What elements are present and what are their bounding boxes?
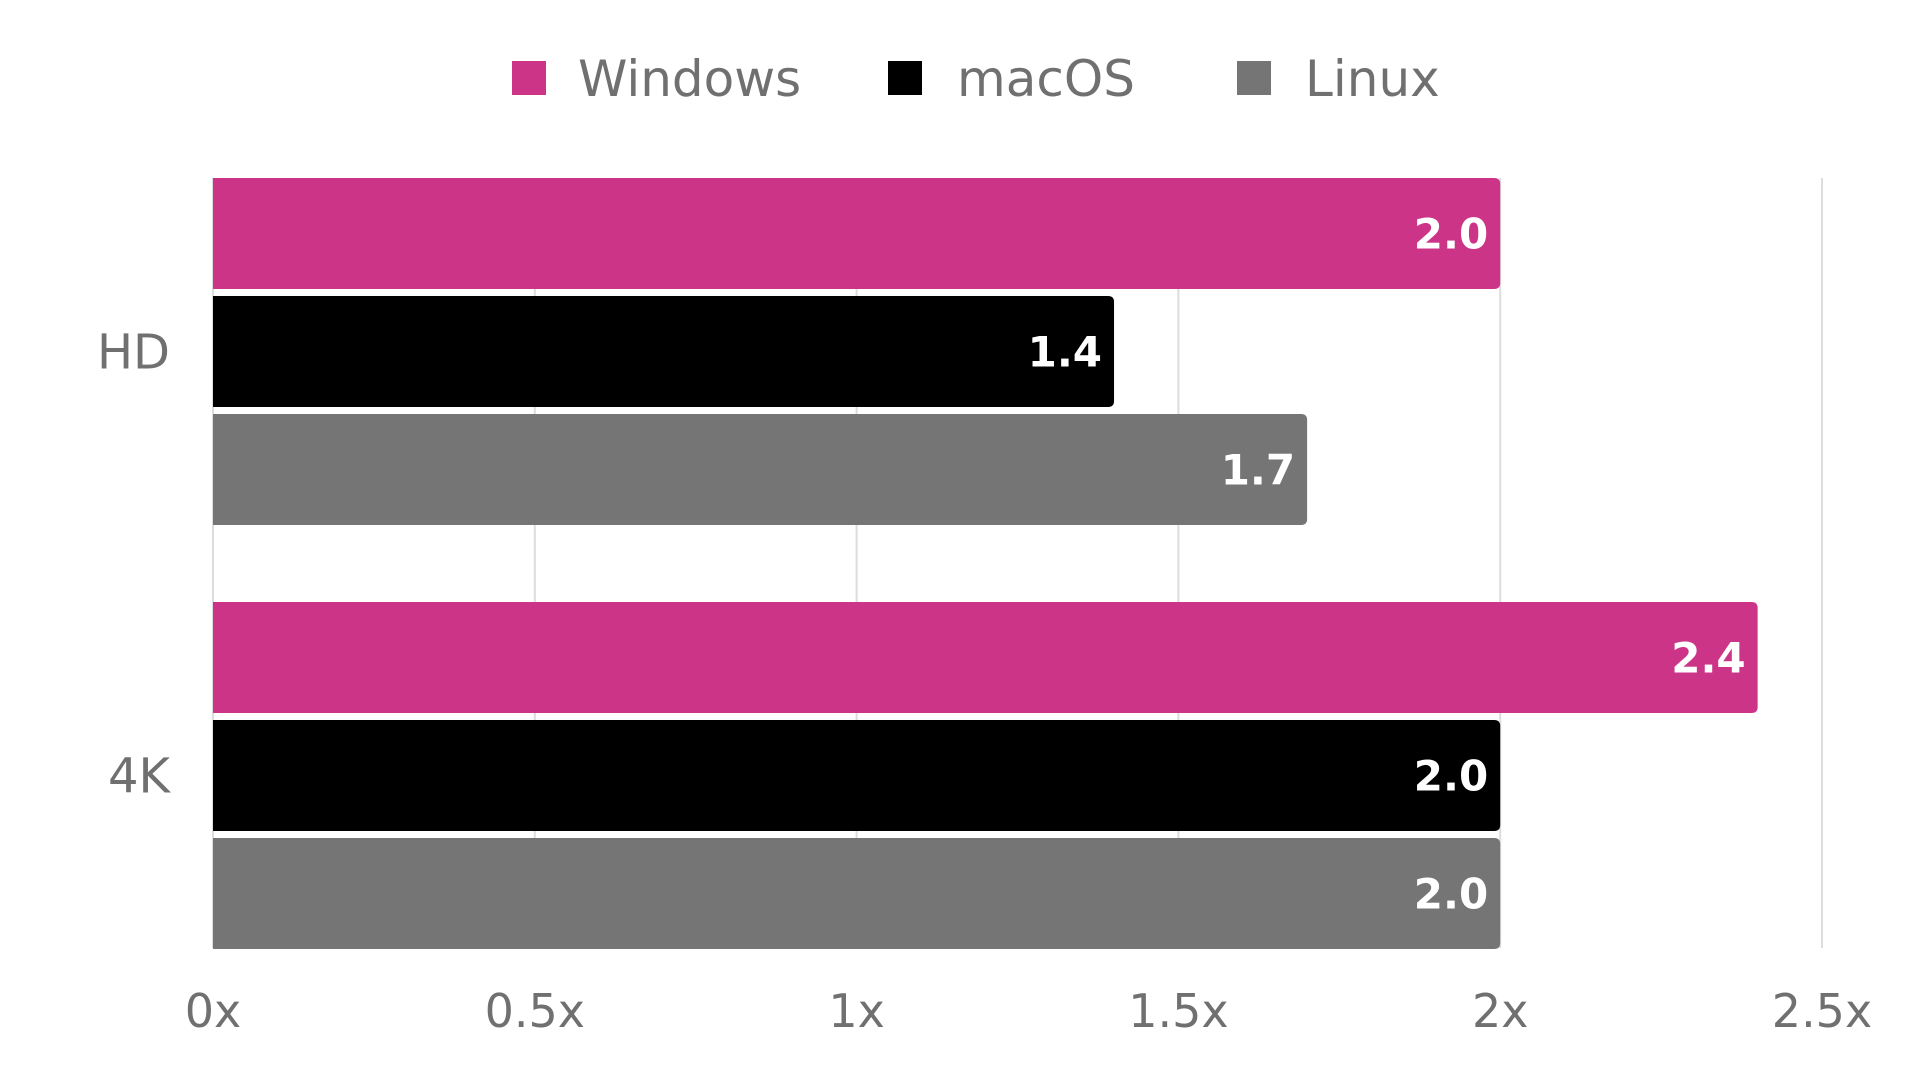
- legend-swatch: [512, 61, 546, 95]
- x-tick-label: 2x: [1472, 984, 1529, 1038]
- x-tick-label: 0.5x: [485, 984, 585, 1038]
- bar-macos-4k: [213, 720, 1501, 831]
- category-label: 4K: [108, 749, 172, 805]
- legend-swatch: [888, 61, 922, 95]
- bar-windows-hd: [213, 178, 1501, 289]
- bar-macos-hd: [213, 296, 1115, 407]
- data-label: 1.4: [1028, 328, 1102, 377]
- x-tick-label: 1.5x: [1128, 984, 1228, 1038]
- data-label: 1.7: [1221, 446, 1295, 495]
- bars: [213, 178, 1758, 949]
- data-label: 2.0: [1414, 210, 1488, 259]
- legend-label: Windows: [578, 50, 801, 108]
- x-tick-label: 0x: [185, 984, 242, 1038]
- legend: Windows macOS Linux: [512, 50, 1440, 108]
- data-label: 2.0: [1414, 752, 1488, 801]
- x-axis-tick-labels: 0x 0.5x 1x 1.5x 2x 2.5x: [185, 984, 1872, 1038]
- data-label: 2.0: [1414, 870, 1488, 919]
- legend-label: macOS: [957, 50, 1135, 108]
- x-tick-label: 2.5x: [1772, 984, 1872, 1038]
- legend-swatch: [1237, 61, 1271, 95]
- legend-item-linux: Linux: [1237, 50, 1440, 108]
- data-label: 2.4: [1671, 634, 1745, 683]
- legend-label: Linux: [1305, 50, 1440, 108]
- bar-windows-4k: [213, 602, 1758, 713]
- category-label: HD: [97, 325, 170, 381]
- value-labels: 2.0 1.4 1.7 2.4 2.0 2.0: [1028, 210, 1746, 919]
- category-labels: HD 4K: [97, 325, 172, 805]
- legend-item-windows: Windows: [512, 50, 801, 108]
- bar-linux-hd: [213, 414, 1308, 525]
- legend-item-macos: macOS: [888, 50, 1135, 108]
- gridlines: [212, 178, 1823, 948]
- x-tick-label: 1x: [828, 984, 885, 1038]
- bar-linux-4k: [213, 838, 1501, 949]
